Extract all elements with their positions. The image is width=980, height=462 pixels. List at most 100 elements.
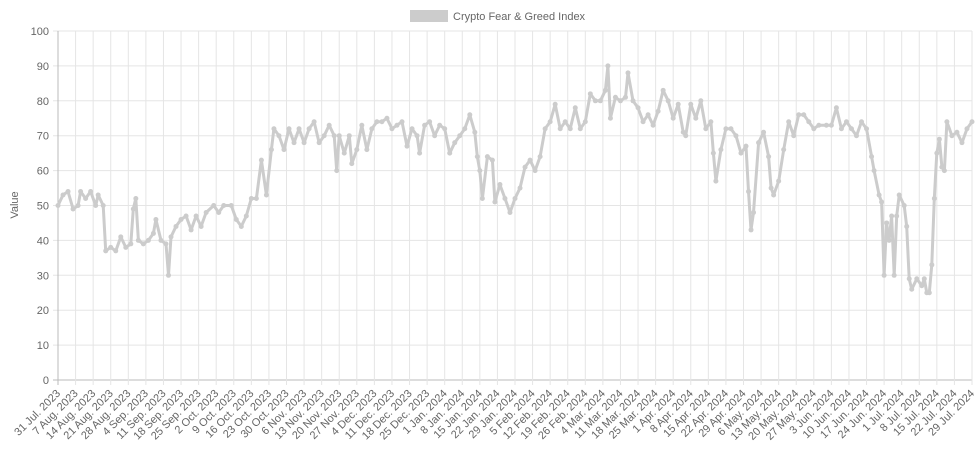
data-point <box>221 203 227 208</box>
data-point <box>70 206 76 212</box>
data-point <box>879 199 885 205</box>
data-point <box>389 126 395 132</box>
data-point <box>823 122 829 128</box>
data-point <box>163 241 169 247</box>
data-point <box>326 122 332 128</box>
data-point <box>743 143 749 149</box>
data-point <box>645 112 651 118</box>
data-point <box>95 192 101 198</box>
y-tick-label: 100 <box>31 26 49 38</box>
data-point <box>562 119 568 125</box>
data-point <box>133 196 139 202</box>
data-point <box>88 189 94 195</box>
data-point <box>853 133 859 139</box>
data-point <box>660 87 666 93</box>
data-point <box>354 147 360 153</box>
data-point <box>766 154 772 160</box>
data-point <box>296 126 302 132</box>
data-point <box>881 272 887 278</box>
data-point <box>497 182 503 188</box>
data-point <box>891 272 897 278</box>
data-point <box>640 119 646 125</box>
data-point <box>748 227 754 233</box>
y-tick-label: 80 <box>37 96 49 108</box>
data-point <box>655 108 661 114</box>
data-point <box>512 196 518 202</box>
data-point <box>582 119 588 125</box>
data-point <box>843 119 849 125</box>
y-tick-label: 10 <box>37 340 49 352</box>
data-point <box>896 192 902 198</box>
data-point <box>158 237 164 243</box>
data-point <box>422 122 428 128</box>
data-point <box>806 119 812 125</box>
data-point <box>130 206 136 212</box>
data-point <box>417 150 423 156</box>
data-point <box>771 192 777 198</box>
data-point <box>781 147 787 153</box>
data-point <box>894 213 900 219</box>
data-point <box>904 223 910 229</box>
data-point <box>670 115 676 121</box>
data-point <box>848 126 854 132</box>
data-point <box>919 283 925 289</box>
data-point <box>489 157 495 163</box>
data-point <box>944 119 950 125</box>
data-point <box>442 126 448 132</box>
data-point <box>683 133 689 139</box>
data-point <box>228 203 234 208</box>
data-point <box>738 150 744 156</box>
data-point <box>83 196 89 202</box>
data-point <box>909 286 915 292</box>
data-point <box>675 101 681 107</box>
data-point <box>756 140 762 146</box>
data-point <box>650 122 656 128</box>
data-point <box>607 115 613 121</box>
data-point <box>321 133 327 139</box>
data-point <box>522 164 528 170</box>
data-point <box>532 168 538 174</box>
legend-swatch <box>410 10 448 22</box>
data-point <box>271 126 277 132</box>
data-point <box>542 126 548 132</box>
data-point <box>597 98 603 104</box>
data-point <box>404 143 410 149</box>
data-point <box>474 154 480 160</box>
data-point <box>936 136 942 142</box>
data-point <box>838 126 844 132</box>
data-point <box>796 112 802 118</box>
data-point <box>939 164 945 170</box>
data-point <box>427 119 433 125</box>
data-point <box>238 223 244 229</box>
data-point <box>884 220 890 226</box>
data-point <box>869 154 875 160</box>
data-point <box>384 115 390 121</box>
data-point <box>216 209 222 215</box>
data-point <box>472 129 478 135</box>
data-point <box>268 147 274 153</box>
data-point <box>248 196 254 202</box>
data-point <box>617 98 623 104</box>
data-point <box>359 122 365 128</box>
data-point <box>703 126 709 132</box>
data-point <box>183 213 189 219</box>
data-point <box>477 168 483 174</box>
data-point <box>859 119 865 125</box>
data-point <box>733 133 739 139</box>
y-tick-label: 30 <box>37 270 49 282</box>
y-tick-label: 70 <box>37 131 49 143</box>
data-point <box>954 129 960 135</box>
data-point <box>113 248 119 254</box>
data-point <box>78 189 84 195</box>
data-point <box>602 87 608 93</box>
data-point <box>153 216 159 222</box>
data-point <box>118 234 124 240</box>
data-point <box>447 150 453 156</box>
data-point <box>467 112 473 118</box>
data-point <box>776 178 782 184</box>
data-point <box>828 122 834 128</box>
data-point <box>123 244 129 250</box>
data-point <box>276 133 282 139</box>
data-point <box>926 290 932 296</box>
data-point <box>108 244 114 250</box>
